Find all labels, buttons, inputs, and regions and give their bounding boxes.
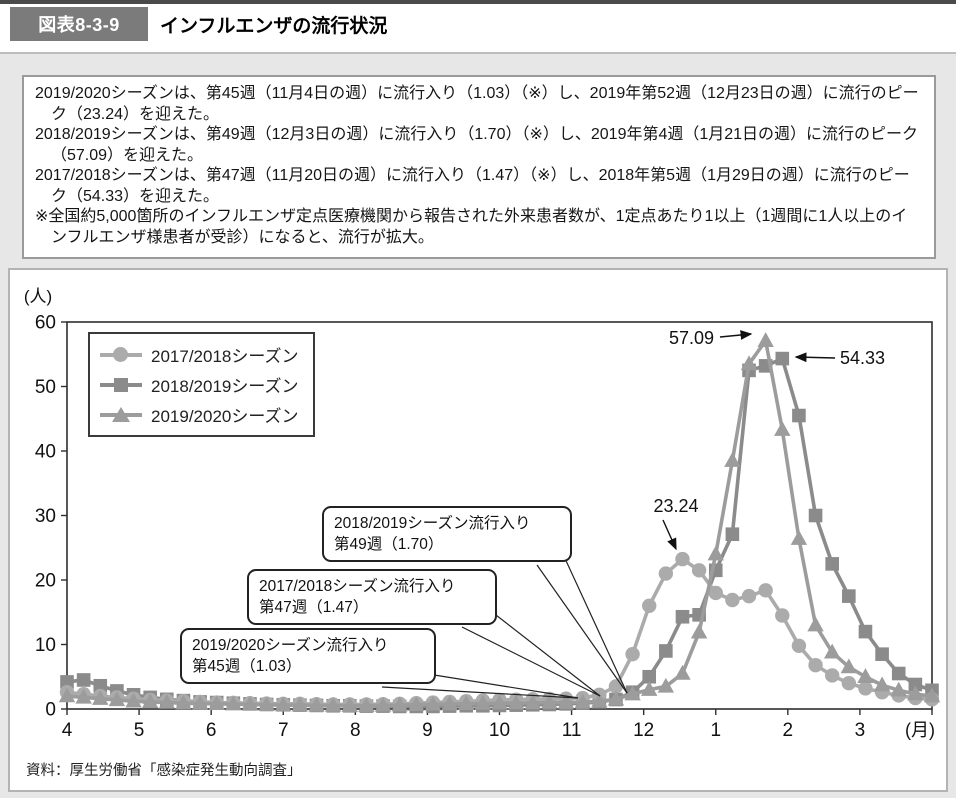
callout-text: 2018/2019シーズン流行入り — [334, 515, 531, 532]
callout-2019-2020-onset: 2019/2020シーズン流行入り 第45週（1.03） — [180, 628, 436, 684]
y-tick-label: 30 — [35, 506, 56, 527]
summary-line-2017-2018: 2017/2018シーズンは、第47週（11月20日の週）に流行入り（1.47）… — [35, 167, 910, 205]
figure-title: インフルエンザの流行状況 — [160, 15, 388, 37]
y-tick-label: 60 — [35, 313, 56, 334]
callout-text: 2017/2018シーズン流行入り — [259, 578, 456, 595]
callout-pointer-line — [536, 564, 628, 694]
callout-2018-2019-onset: 2018/2019シーズン流行入り 第49週（1.70） — [322, 506, 572, 562]
callout-text: 第49週（1.70） — [334, 536, 444, 553]
chart-panel: 0 10 20 30 40 50 60 (人) 4 5 6 7 8 9 10 11 12 1 2 3 (月) 57.09 5… — [8, 268, 948, 792]
legend-row-2018-2019: 2018/2019シーズン — [100, 372, 299, 397]
summary-footnote: ※全国約5,000箇所のインフルエンザ定点医療機関から報告された外来患者数が、1… — [35, 208, 908, 246]
legend-row-2019-2020: 2019/2020シーズン — [100, 402, 299, 427]
peak-value-label: 23.24 — [653, 496, 698, 516]
summary-line-2018-2019: 2018/2019シーズンは、第49週（12月3日の週）に流行入り（1.70）（… — [35, 126, 919, 164]
peak-arrow — [662, 519, 677, 551]
x-tick-label: 9 — [422, 720, 433, 741]
peak-arrow — [719, 330, 753, 340]
x-axis-unit: (月) — [905, 720, 935, 740]
x-tick-label: 6 — [206, 720, 217, 741]
callout-pointer-line — [381, 686, 579, 699]
series-2019/2020シーズン — [58, 332, 941, 712]
y-tick-label: 50 — [35, 377, 56, 398]
x-tick-label: 10 — [489, 720, 510, 741]
callout-pointer-line — [461, 626, 601, 697]
y-tick-label: 0 — [45, 700, 56, 721]
callout-pointer-line — [486, 607, 601, 697]
triangle-marker-icon — [100, 406, 142, 424]
callout-2017-2018-onset: 2017/2018シーズン流行入り 第47週（1.47） — [247, 569, 497, 625]
summary-line-2019-2020: 2019/2020シーズンは、第45週（11月4日の週）に流行入り（1.03）（… — [35, 85, 919, 123]
peak-value-label: 54.33 — [840, 348, 885, 368]
peak-arrow — [794, 352, 836, 363]
x-tick-label: 11 — [562, 720, 582, 741]
x-tick-label: 8 — [350, 720, 361, 741]
y-tick-label: 40 — [35, 442, 56, 463]
x-tick-label: 4 — [62, 720, 73, 741]
x-tick-label: 7 — [278, 720, 289, 741]
summary-box: 2019/2020シーズンは、第45週（11月4日の週）に流行入り（1.03）（… — [22, 75, 936, 259]
x-tick-label: 3 — [855, 720, 866, 741]
y-tick-label: 20 — [35, 571, 56, 592]
figure-number-badge: 図表8-3-9 — [10, 7, 148, 41]
callout-text: 第45週（1.03） — [192, 658, 302, 675]
legend-label: 2017/2018シーズン — [151, 347, 299, 366]
x-tick-label: 5 — [134, 720, 145, 741]
callout-pointer-line — [427, 673, 579, 699]
y-tick-label: 10 — [35, 635, 56, 656]
callout-pointer-line — [561, 551, 628, 694]
figure-header: 図表8-3-9 インフルエンザの流行状況 — [0, 0, 956, 54]
square-marker-icon — [100, 376, 142, 394]
circle-marker-icon — [100, 346, 142, 364]
x-tick-label: 2 — [783, 720, 794, 741]
callout-text: 第47週（1.47） — [259, 599, 369, 616]
legend-label: 2018/2019シーズン — [151, 377, 299, 396]
legend-row-2017-2018: 2017/2018シーズン — [100, 342, 299, 367]
chart-legend: 2017/2018シーズン 2018/2019シーズン 2019/2020シーズ… — [88, 332, 315, 437]
y-axis-unit: (人) — [24, 287, 52, 306]
x-tick-label: 12 — [633, 720, 654, 741]
source-note: 資料：厚生労働省「感染症発生動向調査」 — [26, 763, 302, 779]
legend-label: 2019/2020シーズン — [151, 407, 299, 426]
peak-value-label: 57.09 — [669, 328, 714, 348]
callout-text: 2019/2020シーズン流行入り — [192, 637, 389, 654]
x-tick-label: 1 — [710, 720, 721, 741]
